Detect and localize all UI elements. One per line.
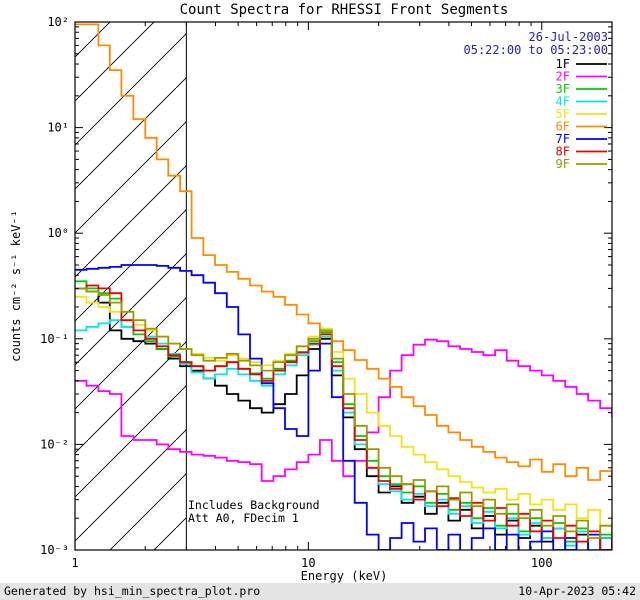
axis-ticks	[74, 21, 613, 551]
series-line-2F	[75, 338, 612, 482]
series-line-6F	[75, 23, 612, 485]
series-line-8F	[75, 284, 612, 550]
x-tick-label: 100	[531, 556, 553, 570]
legend-label-1F: 1F	[556, 57, 570, 71]
y-tick-label: 10⁰	[47, 226, 69, 240]
legend-label-8F: 8F	[556, 145, 570, 159]
x-tick-label: 10	[301, 556, 315, 570]
chart-title: Count Spectra for RHESSI Front Segments	[180, 2, 509, 18]
y-tick-label: 10⁻³	[40, 543, 69, 557]
legend-label-3F: 3F	[556, 82, 570, 96]
x-tick-label: 1	[71, 556, 78, 570]
legend-label-7F: 7F	[556, 132, 570, 146]
obs-date: 26-Jul-2003	[529, 30, 608, 44]
series-group	[75, 23, 612, 550]
plot-frame	[74, 21, 613, 551]
y-tick-label: 10¹	[47, 121, 69, 135]
footer-timestamp: 10-Apr-2023 05:42	[518, 584, 636, 598]
legend-label-9F: 9F	[556, 157, 570, 171]
legend-label-6F: 6F	[556, 120, 570, 134]
footer-bar	[0, 583, 640, 600]
legend-label-5F: 5F	[556, 107, 570, 121]
series-line-9F	[75, 287, 612, 539]
legend-label-2F: 2F	[556, 70, 570, 84]
chart-layer: 1 10 100 10⁻³ 10⁻² 10⁻¹ 10⁰ 10¹ 10²	[40, 15, 613, 570]
y-tick-label: 10⁻¹	[40, 332, 69, 346]
y-tick-label: 10⁻²	[40, 437, 69, 451]
legend-label-4F: 4F	[556, 95, 570, 109]
y-tick-label: 10²	[47, 15, 69, 29]
obs-time-range: 05:22:00 to 05:23:00	[464, 43, 609, 57]
annotation-attenuator-state: Att A0, FDecim 1	[188, 511, 299, 525]
footer-generated-by: Generated by hsi_min_spectra_plot.pro	[4, 584, 260, 598]
annotation-includes-background: Includes Background	[188, 498, 320, 512]
x-axis-label: Energy (keV)	[301, 569, 388, 583]
series-line-7F	[75, 264, 612, 550]
y-axis-label: counts cm⁻² s⁻¹ keV⁻¹	[9, 210, 23, 362]
